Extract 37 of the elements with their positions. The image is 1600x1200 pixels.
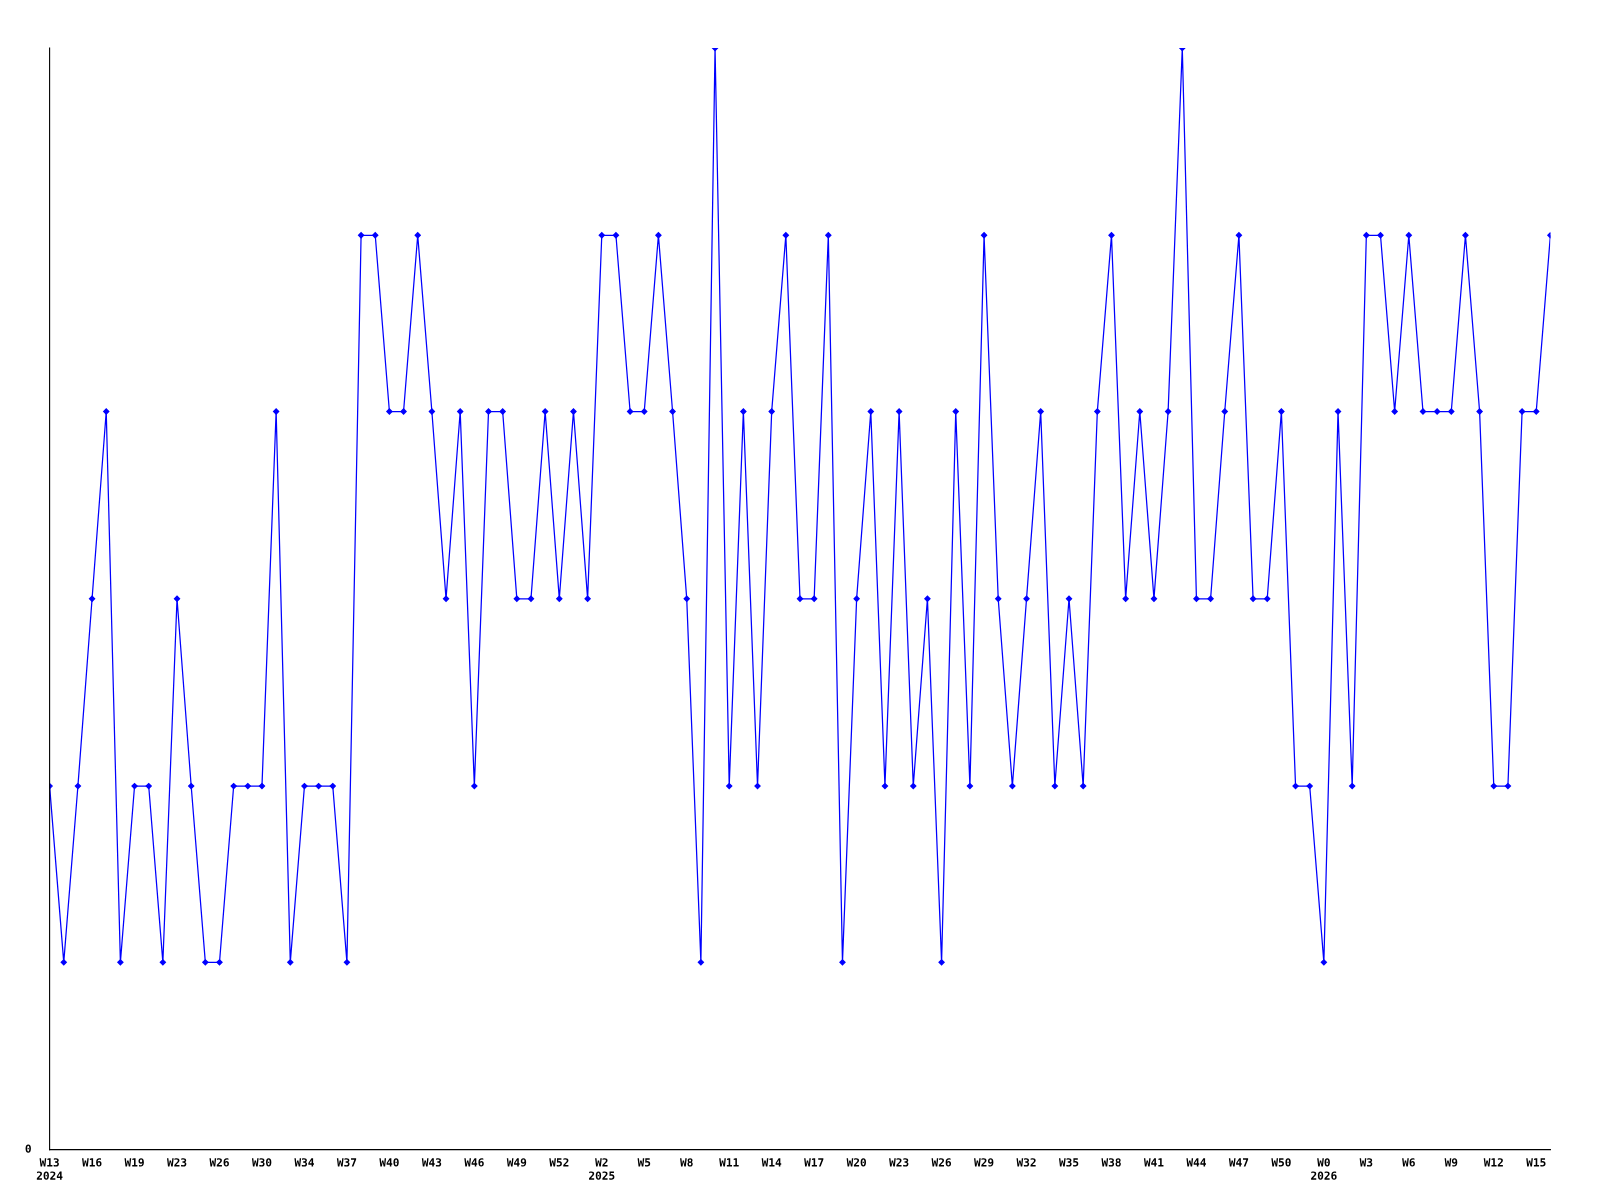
x-tick-label: W40 <box>379 1158 399 1167</box>
x-tick-label: W6 <box>1402 1158 1415 1167</box>
x-tick-label: W38 <box>1101 1158 1121 1167</box>
x-tick-label: W20 <box>846 1158 866 1167</box>
x-tick-label: W11 <box>719 1158 739 1167</box>
x-tick-label: W44 <box>1186 1158 1206 1167</box>
x-tick-label: W26 <box>209 1158 229 1167</box>
x-tick-label: W26 <box>931 1158 952 1167</box>
x-tick-label: W12 <box>1483 1158 1503 1167</box>
x-tick-label: W37 <box>336 1158 357 1167</box>
x-tick-label: W41 <box>1143 1158 1164 1167</box>
x-tick-label: W16 <box>82 1158 102 1167</box>
x-tick-label: W30 <box>251 1158 272 1167</box>
x-tick-label: W50 <box>1271 1158 1291 1167</box>
x-tick-label: W49 <box>506 1158 527 1167</box>
x-tick-label: W46 <box>464 1158 484 1167</box>
x-tick-label: W23 <box>889 1158 909 1167</box>
x-tick-label: W5 <box>637 1158 651 1167</box>
x-tick-label: W15 <box>1526 1158 1546 1167</box>
x-tick-label: W0 2026 <box>1311 1158 1337 1180</box>
x-tick-label: W19 <box>124 1158 144 1167</box>
x-tick-label: W43 <box>421 1158 442 1167</box>
x-tick-label: W47 <box>1228 1158 1249 1167</box>
x-tick-label: W9 <box>1444 1158 1458 1167</box>
x-tick-label: W13 2024 <box>36 1158 63 1180</box>
x-tick-label: W2 2025 <box>589 1158 615 1180</box>
x-tick-label: W8 <box>680 1158 693 1167</box>
x-tick-label: W29 <box>974 1158 994 1167</box>
x-tick-label: W3 <box>1359 1158 1373 1167</box>
x-tick-label: W35 <box>1058 1158 1079 1167</box>
x-tick-label: W23 <box>166 1158 187 1167</box>
x-tick-label: W32 <box>1016 1158 1036 1167</box>
x-tick-label: W17 <box>804 1158 824 1167</box>
x-tick-label: W52 <box>549 1158 569 1167</box>
text: 0 <box>25 1144 31 1153</box>
x-tick-label: W14 <box>761 1158 782 1167</box>
x-tick-label: W34 <box>294 1158 314 1167</box>
